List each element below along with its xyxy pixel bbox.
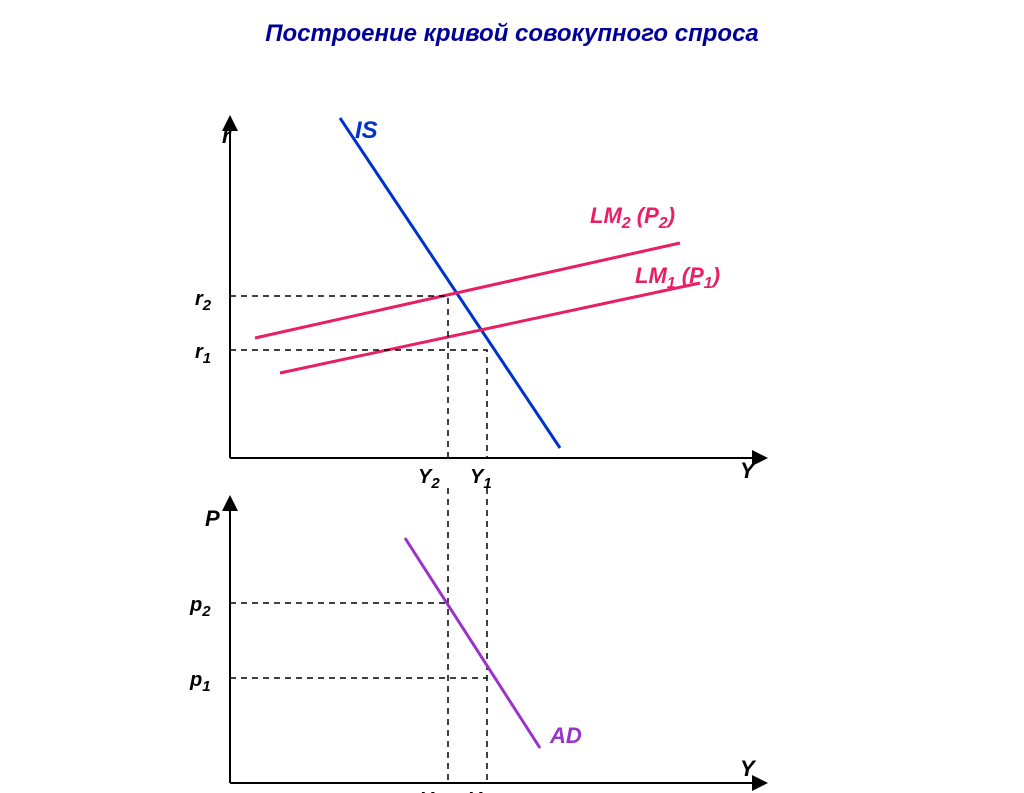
bot-y-axis-label: P — [205, 506, 220, 531]
p2-tick: p2 — [189, 594, 211, 620]
r1-tick: r1 — [195, 341, 211, 367]
bot-x-axis-label: Y — [740, 756, 757, 781]
lm1-label: LM1 (P1) — [635, 263, 720, 292]
page-title: Построение кривой совокупного спроса — [0, 0, 1024, 48]
p1-tick: p1 — [189, 669, 211, 695]
diagram-svg: r Y IS LM2 (P2) LM1 (P1) r2 r1 Y2 Y1 P Y… — [0, 48, 1024, 793]
bot-y2-tick: Y2 — [420, 789, 442, 793]
lm2-curve — [255, 243, 680, 338]
top-y1-tick: Y1 — [470, 466, 492, 492]
r2-tick: r2 — [195, 288, 212, 314]
ad-label: AD — [549, 723, 582, 748]
is-label: IS — [355, 117, 378, 144]
top-y-axis-label: r — [222, 123, 232, 148]
ad-curve — [405, 538, 540, 748]
top-x-axis-label: Y — [740, 458, 757, 483]
top-y2-tick: Y2 — [418, 466, 440, 492]
lm2-label: LM2 (P2) — [590, 203, 675, 232]
bot-y1-tick: Y1 — [468, 789, 490, 793]
is-curve — [340, 118, 560, 448]
